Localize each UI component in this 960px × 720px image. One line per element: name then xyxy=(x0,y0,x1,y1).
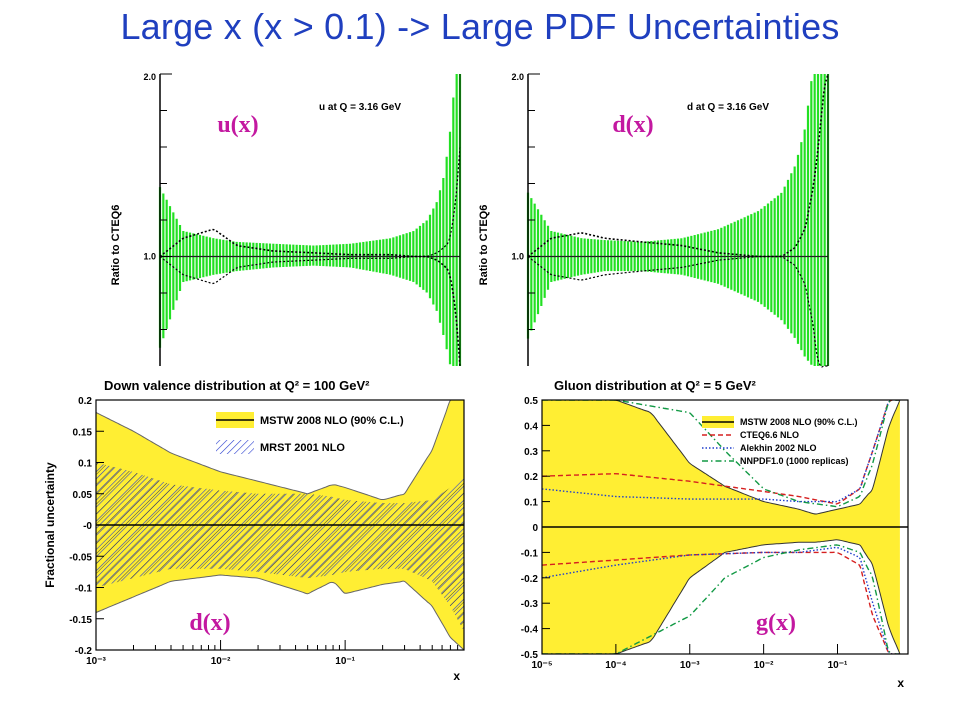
mstw-lower-edge xyxy=(542,539,901,654)
y-tick-label: -0.4 xyxy=(521,625,539,636)
bottom-left-chart: 0.2 0.15 0.1 0.05 -0 -0.05 -0.1 -0.15 -0.2 10⁻³ 10… xyxy=(40,372,480,690)
y-tick-label: 0.1 xyxy=(78,459,92,470)
mstw-upper-edge xyxy=(96,400,464,501)
y-tick-label: -0.2 xyxy=(521,574,539,585)
y-tick-label: 2.0 xyxy=(143,72,156,82)
central-ratio-line xyxy=(527,73,829,258)
y-tick-label: 0.2 xyxy=(524,472,538,483)
mrst-band-hatch xyxy=(96,462,464,632)
y-tick-label: 0.5 xyxy=(524,396,538,407)
bottom-left-chart-svg: 0.2 0.15 0.1 0.05 -0 -0.05 -0.1 -0.15 -0.210⁻³ 10… xyxy=(43,378,465,683)
y-tick-label: -0.1 xyxy=(75,584,93,595)
cteq-lower-line xyxy=(542,551,900,654)
pdf-label: g(x) xyxy=(756,610,796,636)
plot-content xyxy=(542,400,908,654)
chart-title: Down valence distribution at Q² = 100 Ge… xyxy=(104,378,370,393)
pdf-label: d(x) xyxy=(189,610,230,636)
y-tick-label: -0.15 xyxy=(69,615,92,626)
cteq-upper-line xyxy=(542,400,900,505)
top-left-chart: 2.0 1.0 Ratio to CTEQ6 u at Q = 3.16 GeV u(x… xyxy=(100,70,470,370)
plot-background xyxy=(528,74,828,366)
x-axis-label: x xyxy=(897,676,904,690)
y-tick-label: -0.2 xyxy=(75,646,93,657)
y-axis-label: Ratio to CTEQ6 xyxy=(478,205,490,286)
x-tick-label: 10⁻¹ xyxy=(828,660,848,671)
plot-background xyxy=(160,74,460,366)
bottom-right-chart-svg: 0.5 0.4 0.3 0.2 0.1 0 -0.1 -0.2 -0.3 -0.4 -0.510⁻⁵… xyxy=(521,378,909,690)
legend-label: MSTW 2008 NLO (90% C.L.) xyxy=(260,415,404,427)
top-right-chart-svg: 2.0 1.0 Ratio to CTEQ6 d at Q = 3.16 GeV d(x… xyxy=(478,72,830,368)
bottom-right-chart: 0.5 0.4 0.3 0.2 0.1 0 -0.1 -0.2 -0.3 -0.4 -0.5 10⁻⁵… xyxy=(506,372,916,690)
x-tick-label: 10⁻³ xyxy=(680,660,700,671)
x-tick-label: 10⁻¹ xyxy=(335,656,355,667)
chart-title: u at Q = 3.16 GeV xyxy=(319,102,401,113)
y-axis-label: Fractional uncertainty xyxy=(43,462,57,588)
y-tick-label: 1.0 xyxy=(511,252,524,262)
y-tick-label: 1.0 xyxy=(143,252,156,262)
y-tick-label: 0.1 xyxy=(524,498,538,509)
alekhin-lower-line xyxy=(542,546,900,654)
mstw-upper-edge xyxy=(542,400,901,515)
y-tick-label: -0 xyxy=(83,521,92,532)
x-tick-label: 10⁻² xyxy=(211,656,231,667)
x-tick-label: 10⁻⁴ xyxy=(605,660,626,671)
pdf-label: d(x) xyxy=(612,112,653,138)
top-right-chart: 2.0 1.0 Ratio to CTEQ6 d at Q = 3.16 GeV d(x… xyxy=(468,70,838,370)
y-axis-label: Ratio to CTEQ6 xyxy=(110,205,122,286)
chart-title: d at Q = 3.16 GeV xyxy=(687,102,769,113)
ratio-plot-area: 2.0 1.0 Ratio to CTEQ6 d at Q = 3.16 GeV d(x… xyxy=(478,72,830,368)
y-tick-label: -0.3 xyxy=(521,599,539,610)
lower-ratio-line xyxy=(527,255,828,368)
y-tick-label: 0 xyxy=(532,523,538,534)
central-ratio-line xyxy=(159,228,461,367)
pdf-label: u(x) xyxy=(217,112,258,138)
nnpdf-lower-line xyxy=(542,544,900,654)
y-tick-label: -0.5 xyxy=(521,650,539,661)
legend-swatch-mrst xyxy=(216,440,254,454)
y-tick-label: 0.2 xyxy=(78,396,92,407)
plot-content xyxy=(96,400,464,650)
chart-title: Gluon distribution at Q² = 5 GeV² xyxy=(554,378,757,393)
y-tick-label: 0.3 xyxy=(524,447,538,458)
legend-label: MRST 2001 NLO xyxy=(260,442,345,454)
legend-label: MSTW 2008 NLO (90% C.L.) xyxy=(740,417,858,427)
lower-ratio-line xyxy=(159,146,461,285)
legend-label: NNPDF1.0 (1000 replicas) xyxy=(740,456,849,466)
y-tick-label: -0.1 xyxy=(521,548,539,559)
ratio-plot-area: 2.0 1.0 Ratio to CTEQ6 u at Q = 3.16 GeV u(x… xyxy=(110,72,462,367)
slide-title: Large x (x > 0.1) -> Large PDF Uncertain… xyxy=(120,6,840,47)
alekhin-upper-line xyxy=(542,400,900,503)
legend-label: Alekhin 2002 NLO xyxy=(740,443,817,453)
legend-label: CTEQ6.6 NLO xyxy=(740,430,799,440)
x-axis-label: x xyxy=(453,669,460,683)
top-left-chart-svg: 2.0 1.0 Ratio to CTEQ6 u at Q = 3.16 GeV u(x… xyxy=(110,72,462,367)
y-tick-label: -0.05 xyxy=(69,552,92,563)
y-tick-label: 2.0 xyxy=(511,72,524,82)
x-tick-label: 10⁻² xyxy=(754,660,774,671)
x-tick-label: 10⁻³ xyxy=(86,656,106,667)
x-tick-label: 10⁻⁵ xyxy=(531,660,552,671)
mstw-lower-edge xyxy=(96,574,464,650)
y-tick-label: 0.15 xyxy=(73,427,93,438)
nnpdf-upper-line xyxy=(542,400,900,508)
y-tick-label: 0.05 xyxy=(73,490,93,501)
y-tick-label: 0.4 xyxy=(524,421,538,432)
